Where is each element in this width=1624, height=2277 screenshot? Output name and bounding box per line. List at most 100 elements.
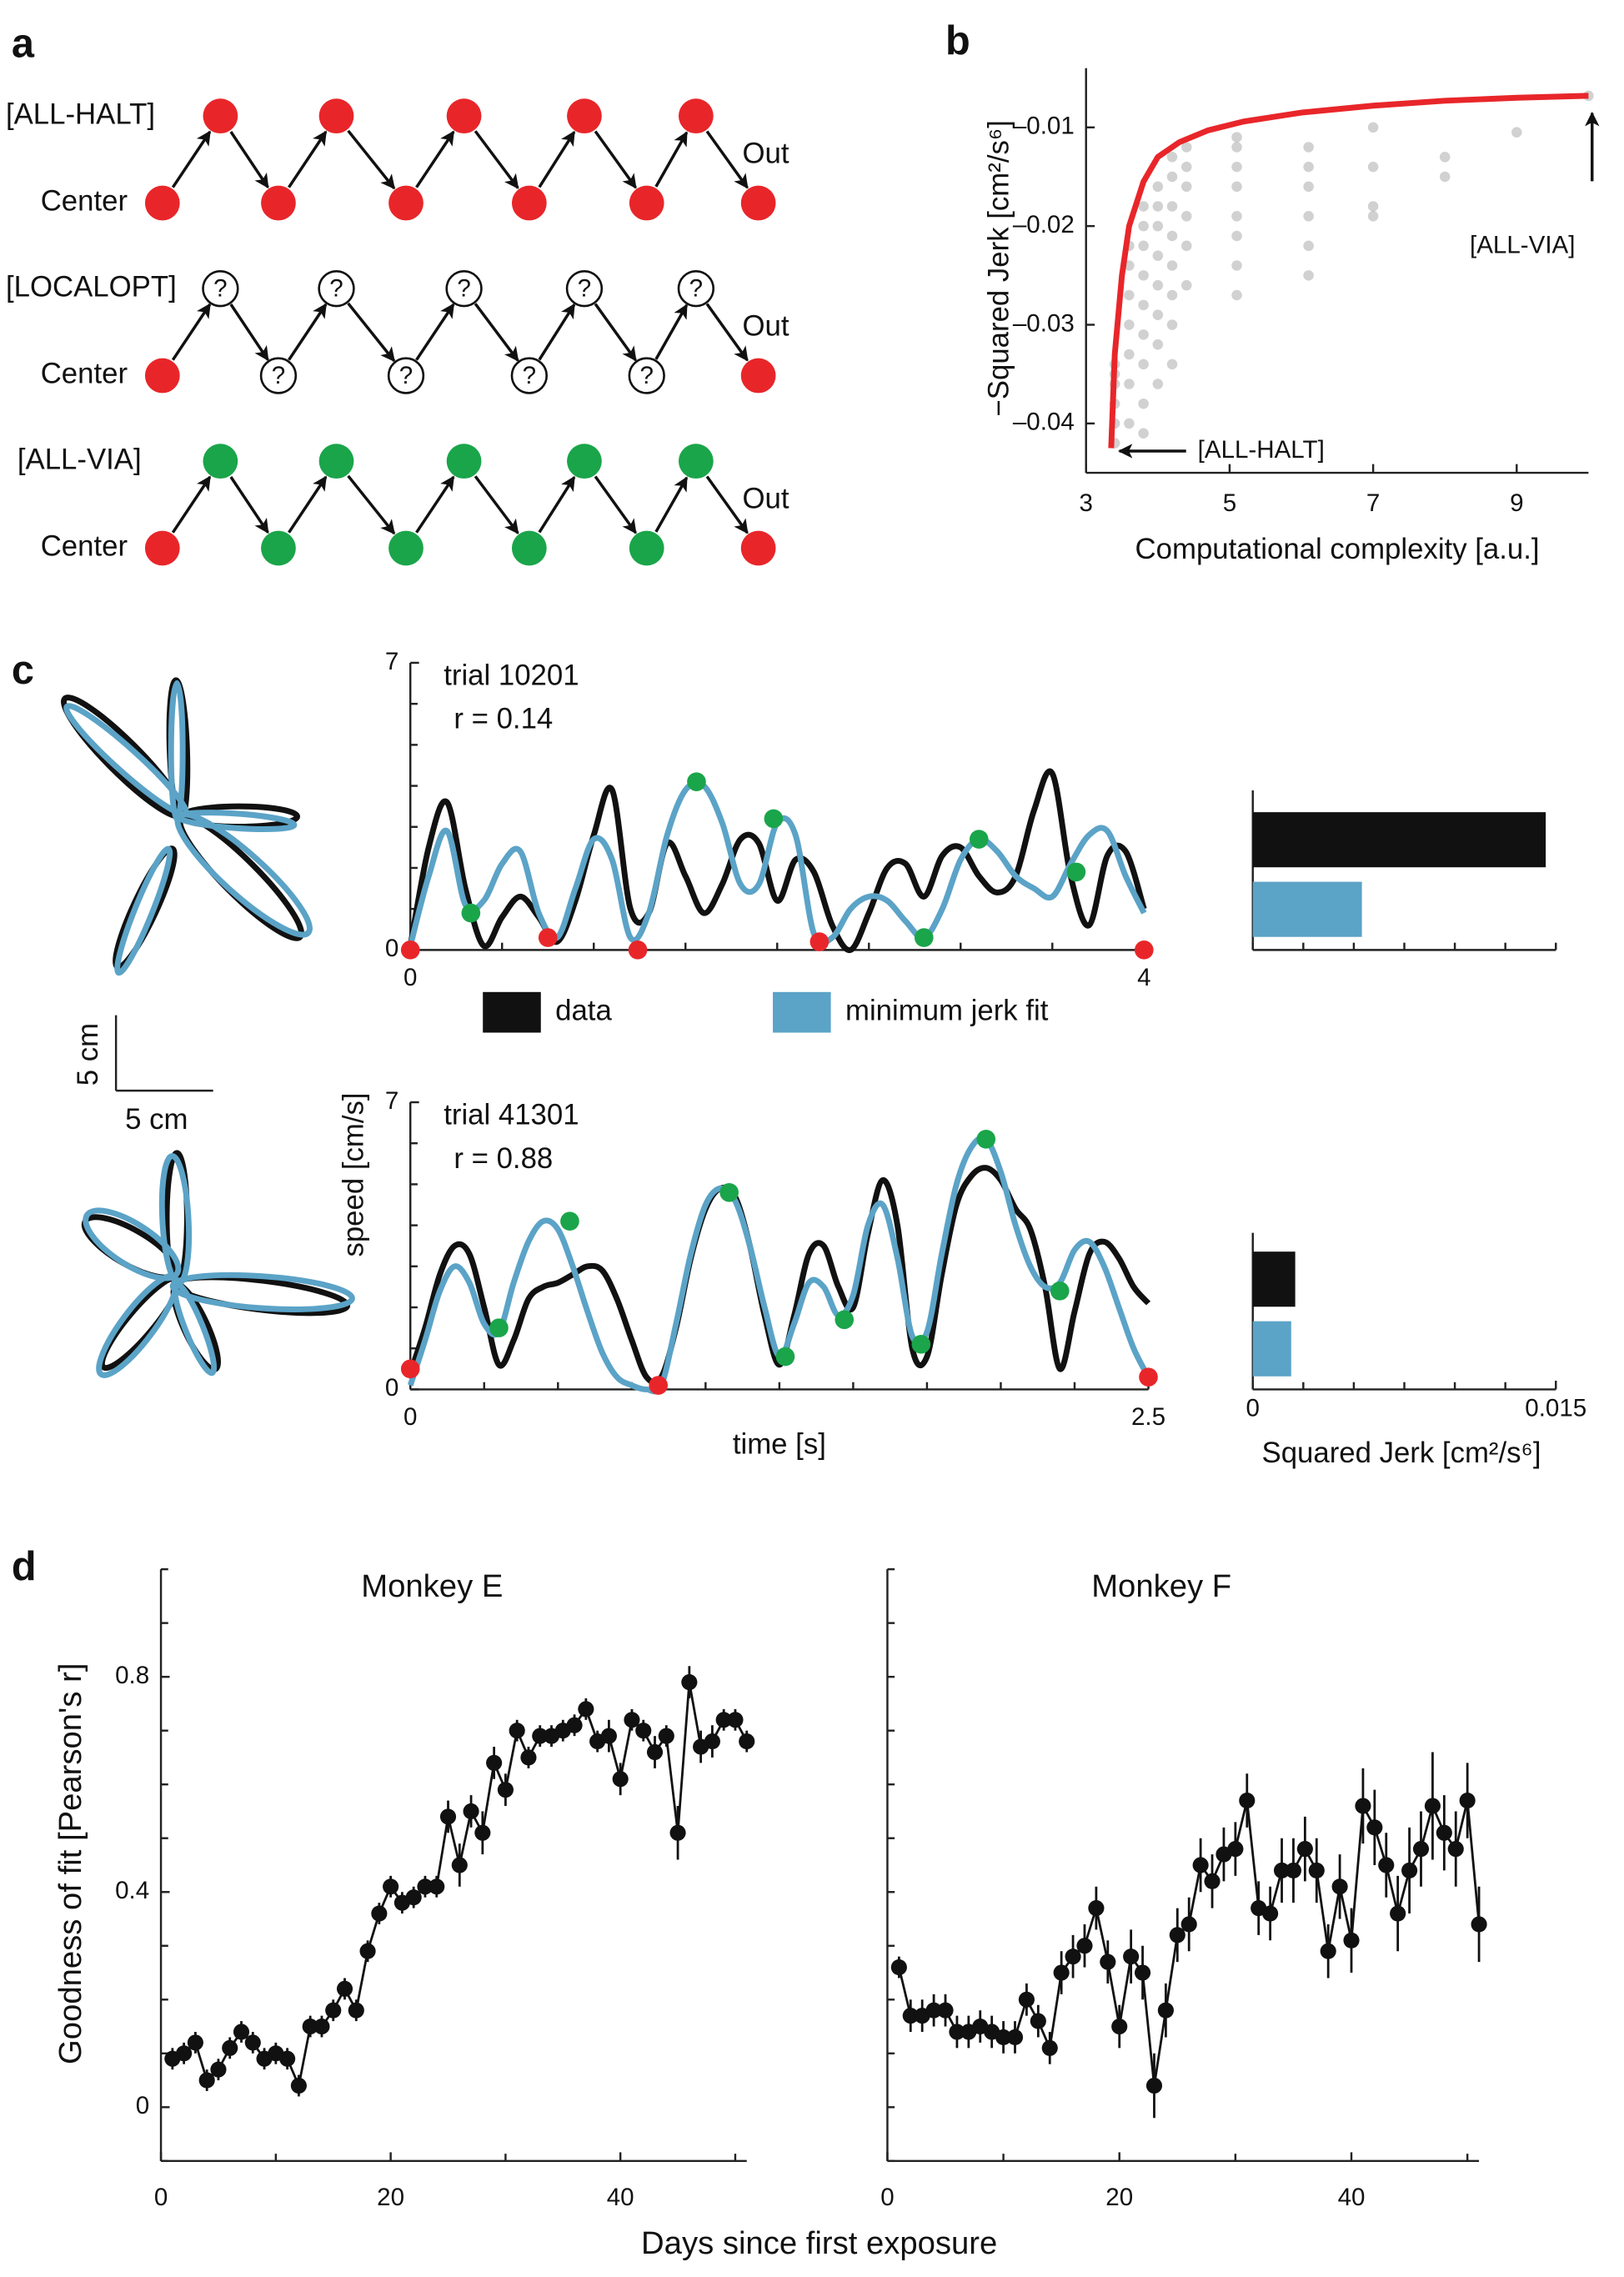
data-point xyxy=(210,2061,227,2078)
start-label: Center xyxy=(41,186,128,218)
halt-points xyxy=(538,928,558,947)
scatter-point xyxy=(1138,428,1149,439)
speed-line xyxy=(407,780,1147,947)
trajectory-top xyxy=(60,677,313,976)
data-point xyxy=(1180,1916,1197,1933)
via-points xyxy=(719,1182,739,1202)
trial-label: trial 41301 xyxy=(444,1100,579,1131)
data-point xyxy=(233,2024,250,2040)
arrow xyxy=(538,475,576,534)
start-label: Center xyxy=(41,531,128,563)
data-point xyxy=(290,2077,307,2094)
x-tick-label: 40 xyxy=(1338,2184,1366,2211)
data-point xyxy=(405,1889,422,1906)
data-point xyxy=(727,1712,744,1728)
arrow xyxy=(229,131,269,189)
data-point xyxy=(336,1980,353,1997)
scatter-point xyxy=(1303,211,1314,222)
x-axis-label: Computational complexity [a.u.] xyxy=(1135,534,1540,565)
scatter-point xyxy=(1231,211,1242,222)
scatter-point xyxy=(1138,201,1149,212)
data-point xyxy=(1041,2039,1058,2056)
x-tick-label: 9 xyxy=(1510,489,1523,517)
data-point xyxy=(439,1808,457,1825)
bar xyxy=(1252,1321,1291,1377)
via-points xyxy=(969,830,989,849)
endpoint-node xyxy=(740,530,776,566)
scatter-point xyxy=(1166,289,1178,301)
via-node xyxy=(203,444,238,479)
arrow xyxy=(705,130,749,189)
scatter-point xyxy=(1180,181,1192,193)
y-tick-label: 0 xyxy=(385,935,398,962)
data-point xyxy=(646,1743,664,1761)
via-points xyxy=(1066,862,1086,882)
arrow xyxy=(474,303,519,362)
data-point xyxy=(566,1717,583,1733)
data-point xyxy=(1076,1938,1093,1954)
data-point xyxy=(1088,1900,1105,1917)
x-tick-label: 0.015 xyxy=(1525,1395,1586,1422)
chart-title: Monkey E xyxy=(361,1568,503,1604)
data-point xyxy=(463,1803,479,1820)
endpoint-node xyxy=(144,358,180,394)
halt-points xyxy=(1139,1367,1158,1387)
fit-r-label: r = 0.14 xyxy=(454,704,553,735)
via-points xyxy=(775,1347,795,1367)
end-label: Out xyxy=(743,483,789,514)
x-tick-label: 3 xyxy=(1080,489,1093,517)
data-point xyxy=(198,2072,215,2089)
data-point xyxy=(1378,1857,1395,1873)
data-point xyxy=(995,2029,1012,2046)
data-point xyxy=(417,1878,434,1895)
data-point xyxy=(1447,1841,1464,1858)
via-points xyxy=(687,772,706,791)
legend-label: minimum jerk fit xyxy=(845,995,1049,1026)
via-node xyxy=(261,185,296,221)
via-node xyxy=(261,530,296,566)
row-label: [ALL-HALT] xyxy=(6,98,155,130)
data-point xyxy=(612,1771,629,1788)
data-point xyxy=(937,2002,954,2019)
data-point xyxy=(302,2018,318,2035)
endpoint-node xyxy=(144,185,180,221)
panel-label: b xyxy=(945,18,970,63)
trajectory-bottom xyxy=(81,1150,355,1378)
arrow xyxy=(415,303,455,361)
scatter-point xyxy=(1231,289,1242,301)
scatter-point xyxy=(1152,339,1164,350)
panel-label: c xyxy=(12,648,34,693)
arrow xyxy=(654,303,689,360)
via-node xyxy=(629,185,664,221)
via-node xyxy=(511,185,547,221)
data-point xyxy=(1285,1862,1302,1879)
data-point xyxy=(715,1712,732,1728)
scatter-point xyxy=(1303,181,1314,193)
data-point xyxy=(578,1701,594,1718)
via-node xyxy=(678,98,714,134)
end-label: Out xyxy=(743,310,789,342)
data-point xyxy=(1100,1954,1116,1970)
y-axis-label: −Squared Jerk [cm²/s⁶] xyxy=(983,120,1015,416)
data-point xyxy=(1227,1841,1244,1858)
scatter-point xyxy=(1124,289,1135,301)
via-points xyxy=(489,1318,509,1337)
scale-label: 5 cm xyxy=(73,1023,104,1086)
data-point xyxy=(669,1824,686,1841)
via-points xyxy=(911,1335,931,1354)
scatter-point xyxy=(1138,270,1149,281)
scatter-point xyxy=(1231,142,1242,153)
scatter-point xyxy=(1138,398,1149,409)
data-point xyxy=(1145,2077,1163,2094)
trial-label: trial 10201 xyxy=(444,660,579,692)
y-tick-label: 0.8 xyxy=(115,1662,149,1689)
data-point xyxy=(1065,1948,1081,1965)
data-point xyxy=(486,1754,503,1771)
data-point xyxy=(1053,1964,1070,1981)
scatter-point xyxy=(1138,299,1149,311)
data-point xyxy=(1123,1948,1140,1965)
y-tick-label: –0.04 xyxy=(1013,409,1075,436)
scatter-point xyxy=(1166,319,1178,330)
